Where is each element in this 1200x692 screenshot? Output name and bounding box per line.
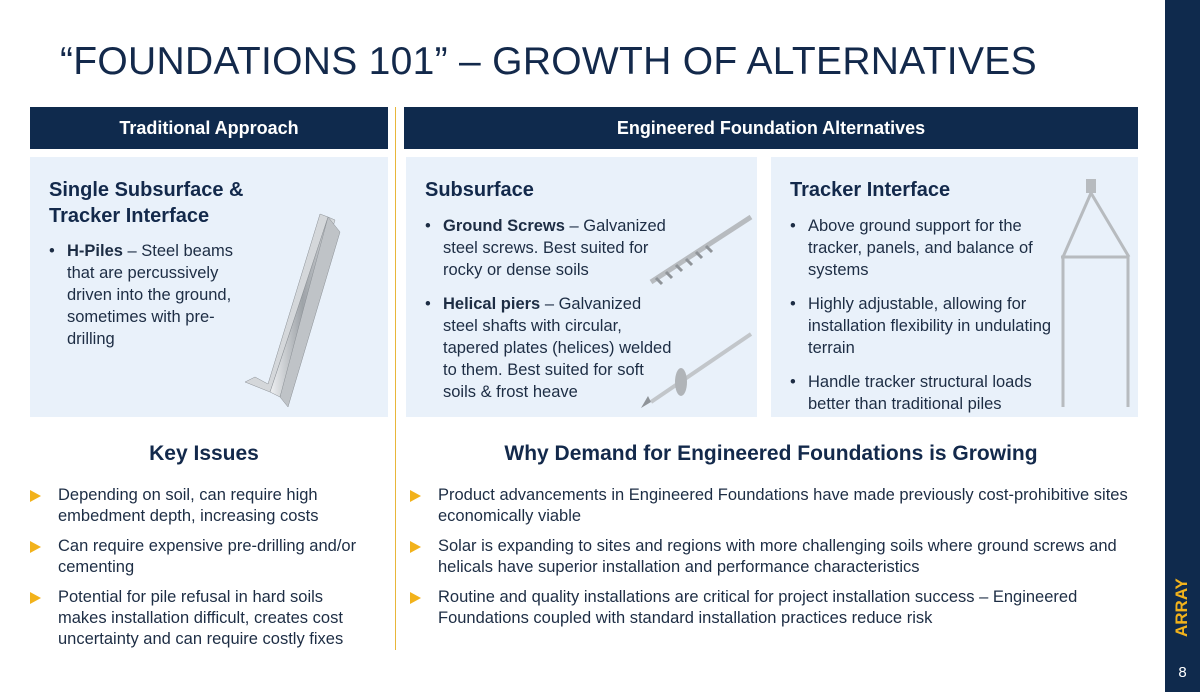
- bullet: Handle tracker structural loads better t…: [790, 371, 1052, 415]
- side-bar: [1165, 0, 1200, 692]
- bullet: Helical piers – Galvanized steel shafts …: [425, 293, 675, 403]
- term: Ground Screws: [443, 217, 565, 235]
- slide-title: “FOUNDATIONS 101” – GROWTH OF ALTERNATIV…: [60, 40, 1037, 83]
- tracker-head: [1086, 179, 1096, 193]
- panel-title: Tracker Interface: [790, 179, 951, 201]
- header-bar: Traditional Approach: [30, 107, 388, 149]
- h-pile-image: [244, 213, 341, 408]
- issue: Depending on soil, can require high embe…: [30, 485, 375, 527]
- brand-logo: ARRAY: [1172, 578, 1191, 637]
- reason: Product advancements in Engineered Found…: [410, 485, 1130, 527]
- section-title: Why Demand for Engineered Foundations is…: [504, 442, 1038, 465]
- panel: Single Subsurface & Tracker Interface H-…: [30, 157, 388, 417]
- section-title: Key Issues: [149, 442, 259, 465]
- bullet-list: H-Piles – Steel beams that are percussiv…: [49, 240, 249, 362]
- issue: Potential for pile refusal in hard soils…: [30, 587, 375, 650]
- header-bar: Engineered Foundation Alternatives: [404, 107, 1138, 149]
- bullet: Highly adjustable, allowing for installa…: [790, 293, 1052, 359]
- divider: [395, 107, 396, 650]
- bullet: Ground Screws – Galvanized steel screws.…: [425, 215, 675, 281]
- bullet-text: – Galvanized steel screws. Best suited f…: [443, 217, 666, 279]
- term: H-Piles: [67, 242, 123, 260]
- tracker-image: [1061, 179, 1131, 407]
- helix-plate: [675, 368, 687, 396]
- bullet-text: – Steel beams that are percussively driv…: [67, 242, 234, 348]
- reason: Solar is expanding to sites and regions …: [410, 536, 1130, 578]
- issue: Can require expensive pre-drilling and/o…: [30, 536, 375, 578]
- pile-flange: [279, 216, 341, 408]
- pile-flange: [244, 213, 329, 393]
- screw-shaft: [649, 214, 753, 285]
- tracker-brace: [1061, 192, 1093, 258]
- reason: Routine and quality installations are cr…: [410, 587, 1130, 629]
- panel: Tracker Interface Above ground support f…: [771, 157, 1138, 417]
- panel: Subsurface Ground Screws – Galvanized st…: [406, 157, 757, 417]
- tracker-brace: [1089, 192, 1131, 258]
- screw-image: [641, 214, 753, 408]
- bullet-list: Ground Screws – Galvanized steel screws.…: [425, 215, 675, 415]
- reason-list: Product advancements in Engineered Found…: [410, 485, 1130, 638]
- panel-title: Subsurface: [425, 179, 534, 201]
- panel-title: Single Subsurface & Tracker Interface: [49, 179, 244, 227]
- helix-tip: [641, 396, 651, 408]
- page-number: 8: [1178, 664, 1187, 681]
- bullet-list: Above ground support for the tracker, pa…: [790, 215, 1052, 427]
- bullet-text: – Galvanized steel shafts with circular,…: [443, 295, 672, 401]
- screw-thread: [654, 244, 714, 286]
- term: Helical piers: [443, 295, 541, 313]
- bullet: Above ground support for the tracker, pa…: [790, 215, 1052, 281]
- helical-shaft: [649, 332, 753, 404]
- bullet: H-Piles – Steel beams that are percussiv…: [49, 240, 249, 350]
- issue-list: Depending on soil, can require high embe…: [30, 485, 375, 659]
